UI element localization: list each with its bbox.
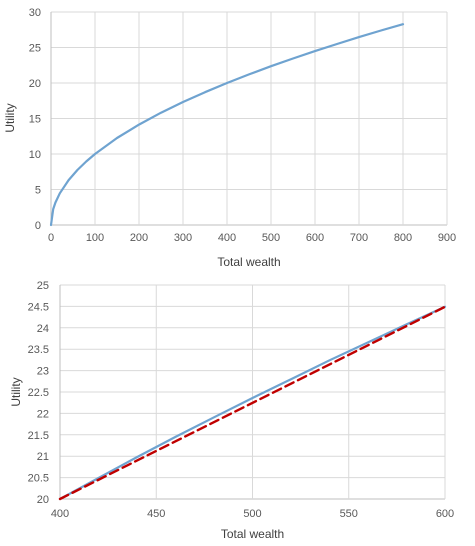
x-tick-label: 500	[262, 232, 280, 244]
x-tick-label: 700	[350, 232, 368, 244]
y-tick-label: 22.5	[28, 387, 49, 399]
x-tick-label: 400	[218, 232, 236, 244]
y-tick-label: 5	[35, 185, 41, 197]
y-tick-label: 10	[29, 149, 41, 161]
x-tick-label: 0	[48, 232, 54, 244]
x-tick-label: 900	[438, 232, 456, 244]
y-tick-label: 30	[29, 7, 41, 19]
y-tick-label: 24	[37, 323, 49, 335]
x-axis-label: Total wealth	[221, 527, 284, 541]
y-tick-label: 25	[37, 280, 49, 292]
x-tick-label: 100	[86, 232, 104, 244]
x-tick-label: 200	[130, 232, 148, 244]
y-tick-label: 25	[29, 43, 41, 55]
x-tick-label: 300	[174, 232, 192, 244]
y-tick-label: 0	[35, 220, 41, 232]
utility-series-line	[58, 305, 447, 501]
x-tick-label: 400	[51, 508, 69, 520]
x-tick-label: 800	[394, 232, 412, 244]
x-axis-label: Total wealth	[217, 255, 280, 269]
x-tick-label: 500	[243, 508, 261, 520]
x-tick-label: 600	[436, 508, 454, 520]
y-tick-label: 20.5	[28, 473, 49, 485]
x-tick-label: 600	[306, 232, 324, 244]
y-tick-label: 24.5	[28, 301, 49, 313]
y-tick-label: 20	[29, 78, 41, 90]
y-tick-label: 22	[37, 408, 49, 420]
x-tick-label: 550	[340, 508, 358, 520]
linear-series-line	[58, 305, 447, 501]
y-axis-label: Utility	[9, 377, 23, 406]
y-axis-label: Utility	[3, 103, 17, 132]
y-tick-label: 23	[37, 366, 49, 378]
y-tick-label: 20	[37, 494, 49, 506]
y-tick-label: 15	[29, 114, 41, 126]
utility-series-line	[49, 23, 405, 227]
x-tick-label: 450	[147, 508, 165, 520]
y-tick-label: 23.5	[28, 344, 49, 356]
y-tick-label: 21.5	[28, 430, 49, 442]
y-tick-label: 21	[37, 451, 49, 463]
